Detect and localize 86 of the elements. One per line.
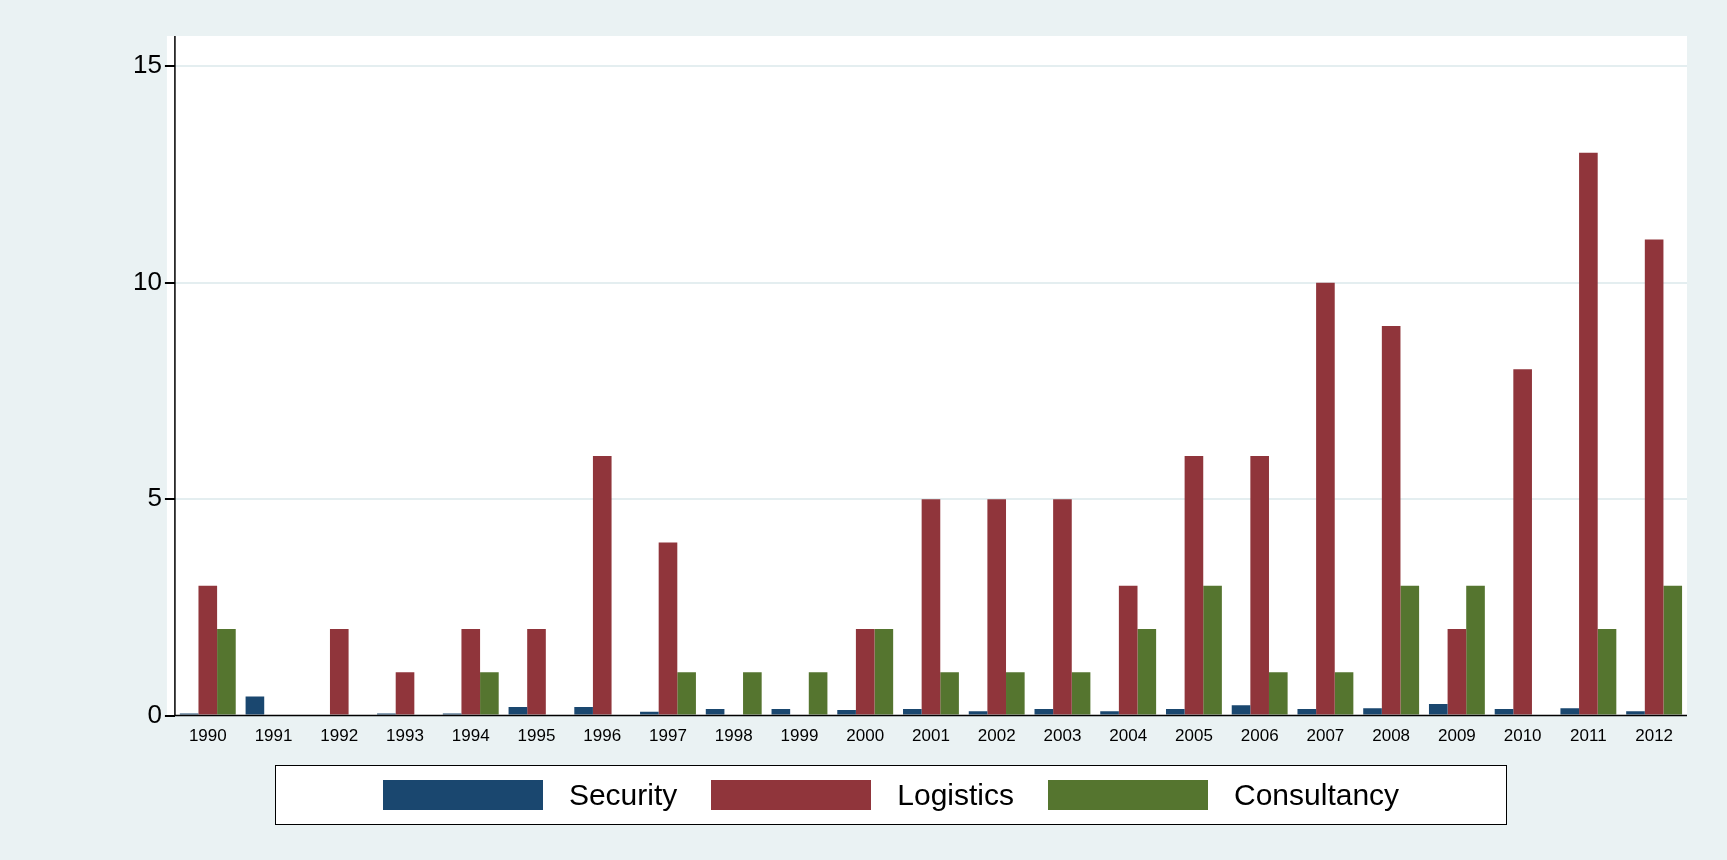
x-tick-label: 2005 — [1175, 726, 1213, 746]
bar — [1626, 711, 1645, 715]
bar — [1165, 709, 1185, 715]
bar — [1250, 455, 1269, 715]
text: Logistics — [897, 778, 1014, 812]
y-tick-label: 15 — [133, 49, 162, 80]
bar — [245, 696, 265, 715]
bar — [808, 672, 828, 715]
bar — [1560, 708, 1580, 715]
bar — [574, 706, 593, 715]
bar — [743, 672, 762, 715]
bar — [640, 711, 659, 715]
bar — [855, 629, 875, 715]
x-tick-label: 2003 — [1043, 726, 1082, 746]
bar — [1184, 455, 1204, 715]
bar — [461, 629, 481, 715]
bar — [395, 672, 415, 715]
bar — [1297, 709, 1317, 715]
bar — [1100, 711, 1119, 715]
bar — [921, 499, 941, 715]
x-tick-label: 1992 — [320, 726, 359, 746]
bar — [987, 499, 1007, 715]
y-tick-label: 10 — [133, 265, 162, 296]
bar — [1231, 705, 1251, 715]
x-tick-label: 1999 — [780, 726, 819, 746]
bar — [1447, 629, 1467, 715]
bar — [1006, 672, 1025, 715]
bar — [940, 672, 959, 715]
bar — [1053, 499, 1072, 715]
x-tick-label: 2006 — [1240, 726, 1279, 746]
bar — [1137, 629, 1157, 715]
bar — [658, 542, 678, 715]
bar — [837, 709, 856, 715]
bar — [592, 455, 612, 715]
bar — [527, 629, 546, 715]
x-tick-label: 1994 — [451, 726, 490, 746]
bar — [1428, 703, 1448, 715]
bar — [1118, 585, 1138, 715]
bar — [1316, 282, 1335, 715]
bar — [1268, 672, 1288, 715]
bar — [705, 709, 725, 715]
y-tick-label: 0 — [147, 698, 162, 729]
bar — [1579, 152, 1598, 715]
bar — [480, 672, 499, 715]
bar — [329, 629, 349, 715]
bar — [968, 711, 988, 715]
x-tick-label: 2012 — [1635, 726, 1674, 746]
x-tick-label: 1990 — [188, 726, 227, 746]
x-tick-label: 1996 — [583, 726, 622, 746]
y-tick-label: 5 — [147, 482, 162, 513]
bar — [1644, 239, 1664, 715]
bar — [771, 709, 791, 715]
bar — [1400, 585, 1420, 715]
x-tick-label: 1995 — [517, 726, 556, 746]
text: Security — [568, 778, 678, 812]
bar — [1513, 369, 1532, 715]
x-tick-label: 2000 — [846, 726, 885, 746]
bar — [874, 629, 894, 715]
bar — [1381, 326, 1401, 715]
bar — [1363, 708, 1382, 715]
bar — [903, 709, 922, 715]
x-tick-label: 1998 — [714, 726, 753, 746]
x-tick-label: 2007 — [1306, 726, 1345, 746]
bar — [1203, 585, 1222, 715]
bar — [1466, 585, 1485, 715]
x-tick-label: 1993 — [386, 726, 424, 746]
text: Consultancy — [1234, 778, 1400, 812]
bar — [677, 672, 696, 715]
bar — [217, 629, 236, 715]
x-tick-label: 2002 — [977, 726, 1016, 746]
x-tick-label: 1991 — [254, 726, 293, 746]
bar — [1494, 709, 1514, 715]
x-tick-label: 2009 — [1437, 726, 1476, 746]
x-tick-label: 1997 — [649, 726, 687, 746]
bar — [1334, 672, 1354, 715]
bar — [1071, 672, 1091, 715]
bar — [198, 585, 218, 715]
x-tick-label: 2004 — [1109, 726, 1148, 746]
x-tick-label: 2011 — [1570, 726, 1607, 746]
x-tick-label: 2008 — [1372, 726, 1411, 746]
x-tick-label: 2010 — [1503, 726, 1542, 746]
bar — [1663, 585, 1683, 715]
bar — [508, 706, 528, 715]
bar — [1034, 709, 1054, 715]
x-tick-label: 2001 — [912, 726, 950, 746]
bar — [1597, 629, 1617, 715]
